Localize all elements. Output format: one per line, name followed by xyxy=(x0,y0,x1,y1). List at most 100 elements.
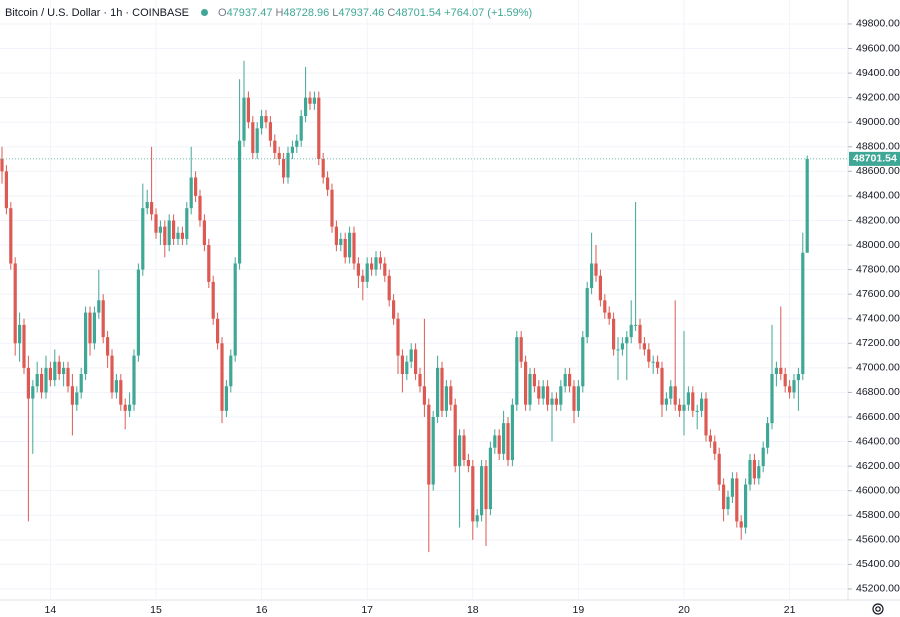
candle-body xyxy=(405,361,409,375)
candle-body xyxy=(4,171,8,209)
candle-body xyxy=(572,386,576,411)
legend-value: 48728.96 xyxy=(283,7,330,19)
candle-body xyxy=(524,361,528,405)
candle-body xyxy=(119,380,123,405)
symbol-header: Bitcoin / U.S. Dollar · 1h · COINBASE O47… xyxy=(5,7,536,19)
candle-body xyxy=(700,398,704,411)
candle-body xyxy=(612,318,616,350)
candle-body xyxy=(31,386,35,399)
candle-body xyxy=(796,374,800,381)
candle-body xyxy=(704,398,708,436)
candle-body xyxy=(691,392,695,411)
candle-body xyxy=(475,515,479,522)
candle-body xyxy=(189,177,193,209)
candle-body xyxy=(356,263,360,276)
candle-body xyxy=(682,404,686,411)
candle-body xyxy=(647,349,651,362)
candle-body xyxy=(22,324,26,368)
candle-body xyxy=(532,374,536,387)
candle-body xyxy=(686,392,690,405)
candle-body xyxy=(590,263,594,289)
candle-body xyxy=(176,232,180,239)
settings-icon[interactable] xyxy=(872,603,884,615)
candle-body xyxy=(180,232,184,239)
candle-body xyxy=(554,398,558,405)
candle-body xyxy=(365,263,369,282)
status-dot xyxy=(201,9,208,16)
candle-body xyxy=(339,238,343,246)
y-tick-label: 48200.00 xyxy=(856,214,900,226)
candle-body xyxy=(299,116,303,141)
candle-body xyxy=(801,252,805,375)
candle-body xyxy=(770,374,774,424)
x-tick-label: 16 xyxy=(256,604,268,616)
candle-body xyxy=(238,140,242,264)
legend-key: O xyxy=(218,7,227,19)
candle-body xyxy=(779,367,783,375)
candle-body xyxy=(286,152,290,178)
candle-body xyxy=(528,374,532,405)
x-tick-label: 21 xyxy=(784,604,796,616)
candle-body xyxy=(493,435,497,448)
candle-body xyxy=(559,386,563,405)
y-tick-label: 49400.00 xyxy=(856,67,900,79)
candle-body xyxy=(713,441,717,454)
candle-body xyxy=(581,337,585,387)
candle-body xyxy=(422,386,426,405)
y-tick-label: 49800.00 xyxy=(856,18,900,30)
candle-body xyxy=(669,386,673,399)
y-tick-label: 48800.00 xyxy=(856,141,900,153)
candle-body xyxy=(220,343,224,411)
candle-body xyxy=(321,159,325,178)
candle-body xyxy=(708,435,712,442)
candle-body xyxy=(656,361,660,368)
candle-body xyxy=(84,312,88,375)
candle-body xyxy=(546,386,550,405)
legend-value: 48701.54 xyxy=(395,7,442,19)
candle-body xyxy=(13,263,17,344)
candle-body xyxy=(163,226,167,246)
candle-body xyxy=(537,386,541,399)
candle-body xyxy=(145,202,149,209)
candle-body xyxy=(506,423,510,460)
candle-body xyxy=(383,263,387,276)
candle-body xyxy=(744,484,748,528)
candle-body xyxy=(695,410,699,412)
legend-key: H xyxy=(275,7,284,19)
candle-body xyxy=(392,300,396,319)
candle-body xyxy=(502,423,506,454)
y-tick-label: 49600.00 xyxy=(856,42,900,54)
candle-body xyxy=(603,300,607,313)
y-tick-label: 48000.00 xyxy=(856,239,900,251)
candle-body xyxy=(761,447,765,467)
candle-body xyxy=(488,447,492,510)
candle-body xyxy=(774,367,778,375)
candle-body xyxy=(9,208,13,264)
candle-body xyxy=(783,374,787,387)
candle-body xyxy=(312,97,316,104)
legend-key: L xyxy=(332,7,339,19)
candle-body xyxy=(361,275,365,282)
candle-body xyxy=(414,349,418,375)
candle-body xyxy=(172,220,176,239)
candle-body xyxy=(541,386,545,399)
candle-body xyxy=(620,343,624,350)
x-tick-label: 18 xyxy=(467,604,479,616)
candle-body xyxy=(805,158,809,253)
candle-body xyxy=(515,337,519,405)
candle-body xyxy=(766,423,770,448)
legend-value: 47937.46 xyxy=(338,7,385,19)
candle-body xyxy=(128,404,132,411)
candle-body xyxy=(400,355,404,375)
candle-body xyxy=(198,195,202,221)
candle-body xyxy=(211,281,215,319)
candle-body xyxy=(79,374,83,393)
candle-body xyxy=(167,220,171,246)
candle-body xyxy=(40,374,44,393)
candle-body xyxy=(282,159,286,178)
candle-body xyxy=(480,466,484,516)
legend-key: C xyxy=(387,7,396,19)
candle-body xyxy=(638,324,642,344)
